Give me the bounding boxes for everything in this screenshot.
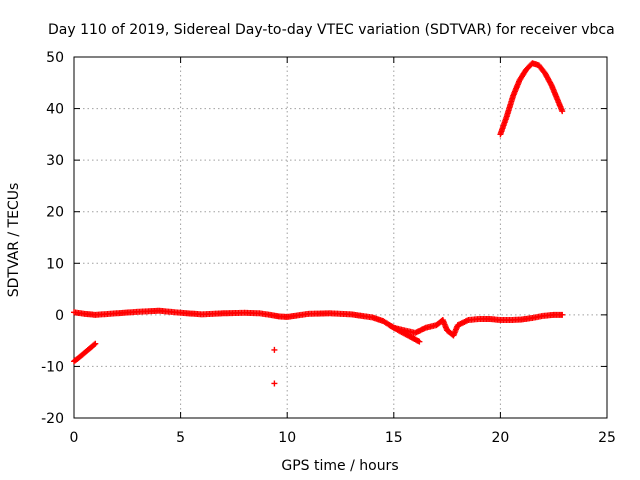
x-tick-label: 5: [176, 430, 185, 446]
x-tick-label: 0: [70, 430, 79, 446]
grid-layer: [74, 57, 607, 418]
data-point: [271, 380, 278, 387]
y-axis-title: SDTVAR / TECUs: [6, 183, 22, 298]
y-tick-label: 10: [46, 256, 64, 272]
data-point: [416, 338, 423, 345]
chart-title: Day 110 of 2019, Sidereal Day-to-day VTE…: [48, 22, 615, 38]
y-tick-label: -10: [41, 359, 64, 375]
y-tick-label: 50: [46, 50, 64, 66]
y-tick-label: 30: [46, 153, 64, 169]
y-tick-label: -20: [41, 411, 64, 427]
x-axis-title: GPS time / hours: [281, 458, 398, 474]
x-tick-label: 25: [598, 430, 616, 446]
data-point: [92, 340, 99, 347]
tick-layer: 0 5 10 15 20 25 -20 -10 0 10 20 30 40 50: [41, 50, 616, 446]
y-tick-label: 40: [46, 102, 64, 118]
data-point: [91, 341, 98, 348]
data-marks: [71, 60, 566, 387]
y-tick-label: 0: [55, 308, 64, 324]
x-tick-label: 10: [278, 430, 296, 446]
data-point: [559, 311, 566, 318]
data-point: [271, 346, 278, 353]
plot-frame: [73, 56, 608, 419]
x-tick-label: 15: [385, 430, 403, 446]
data-point: [559, 108, 566, 115]
y-tick-label: 20: [46, 205, 64, 221]
x-tick-label: 20: [491, 430, 509, 446]
